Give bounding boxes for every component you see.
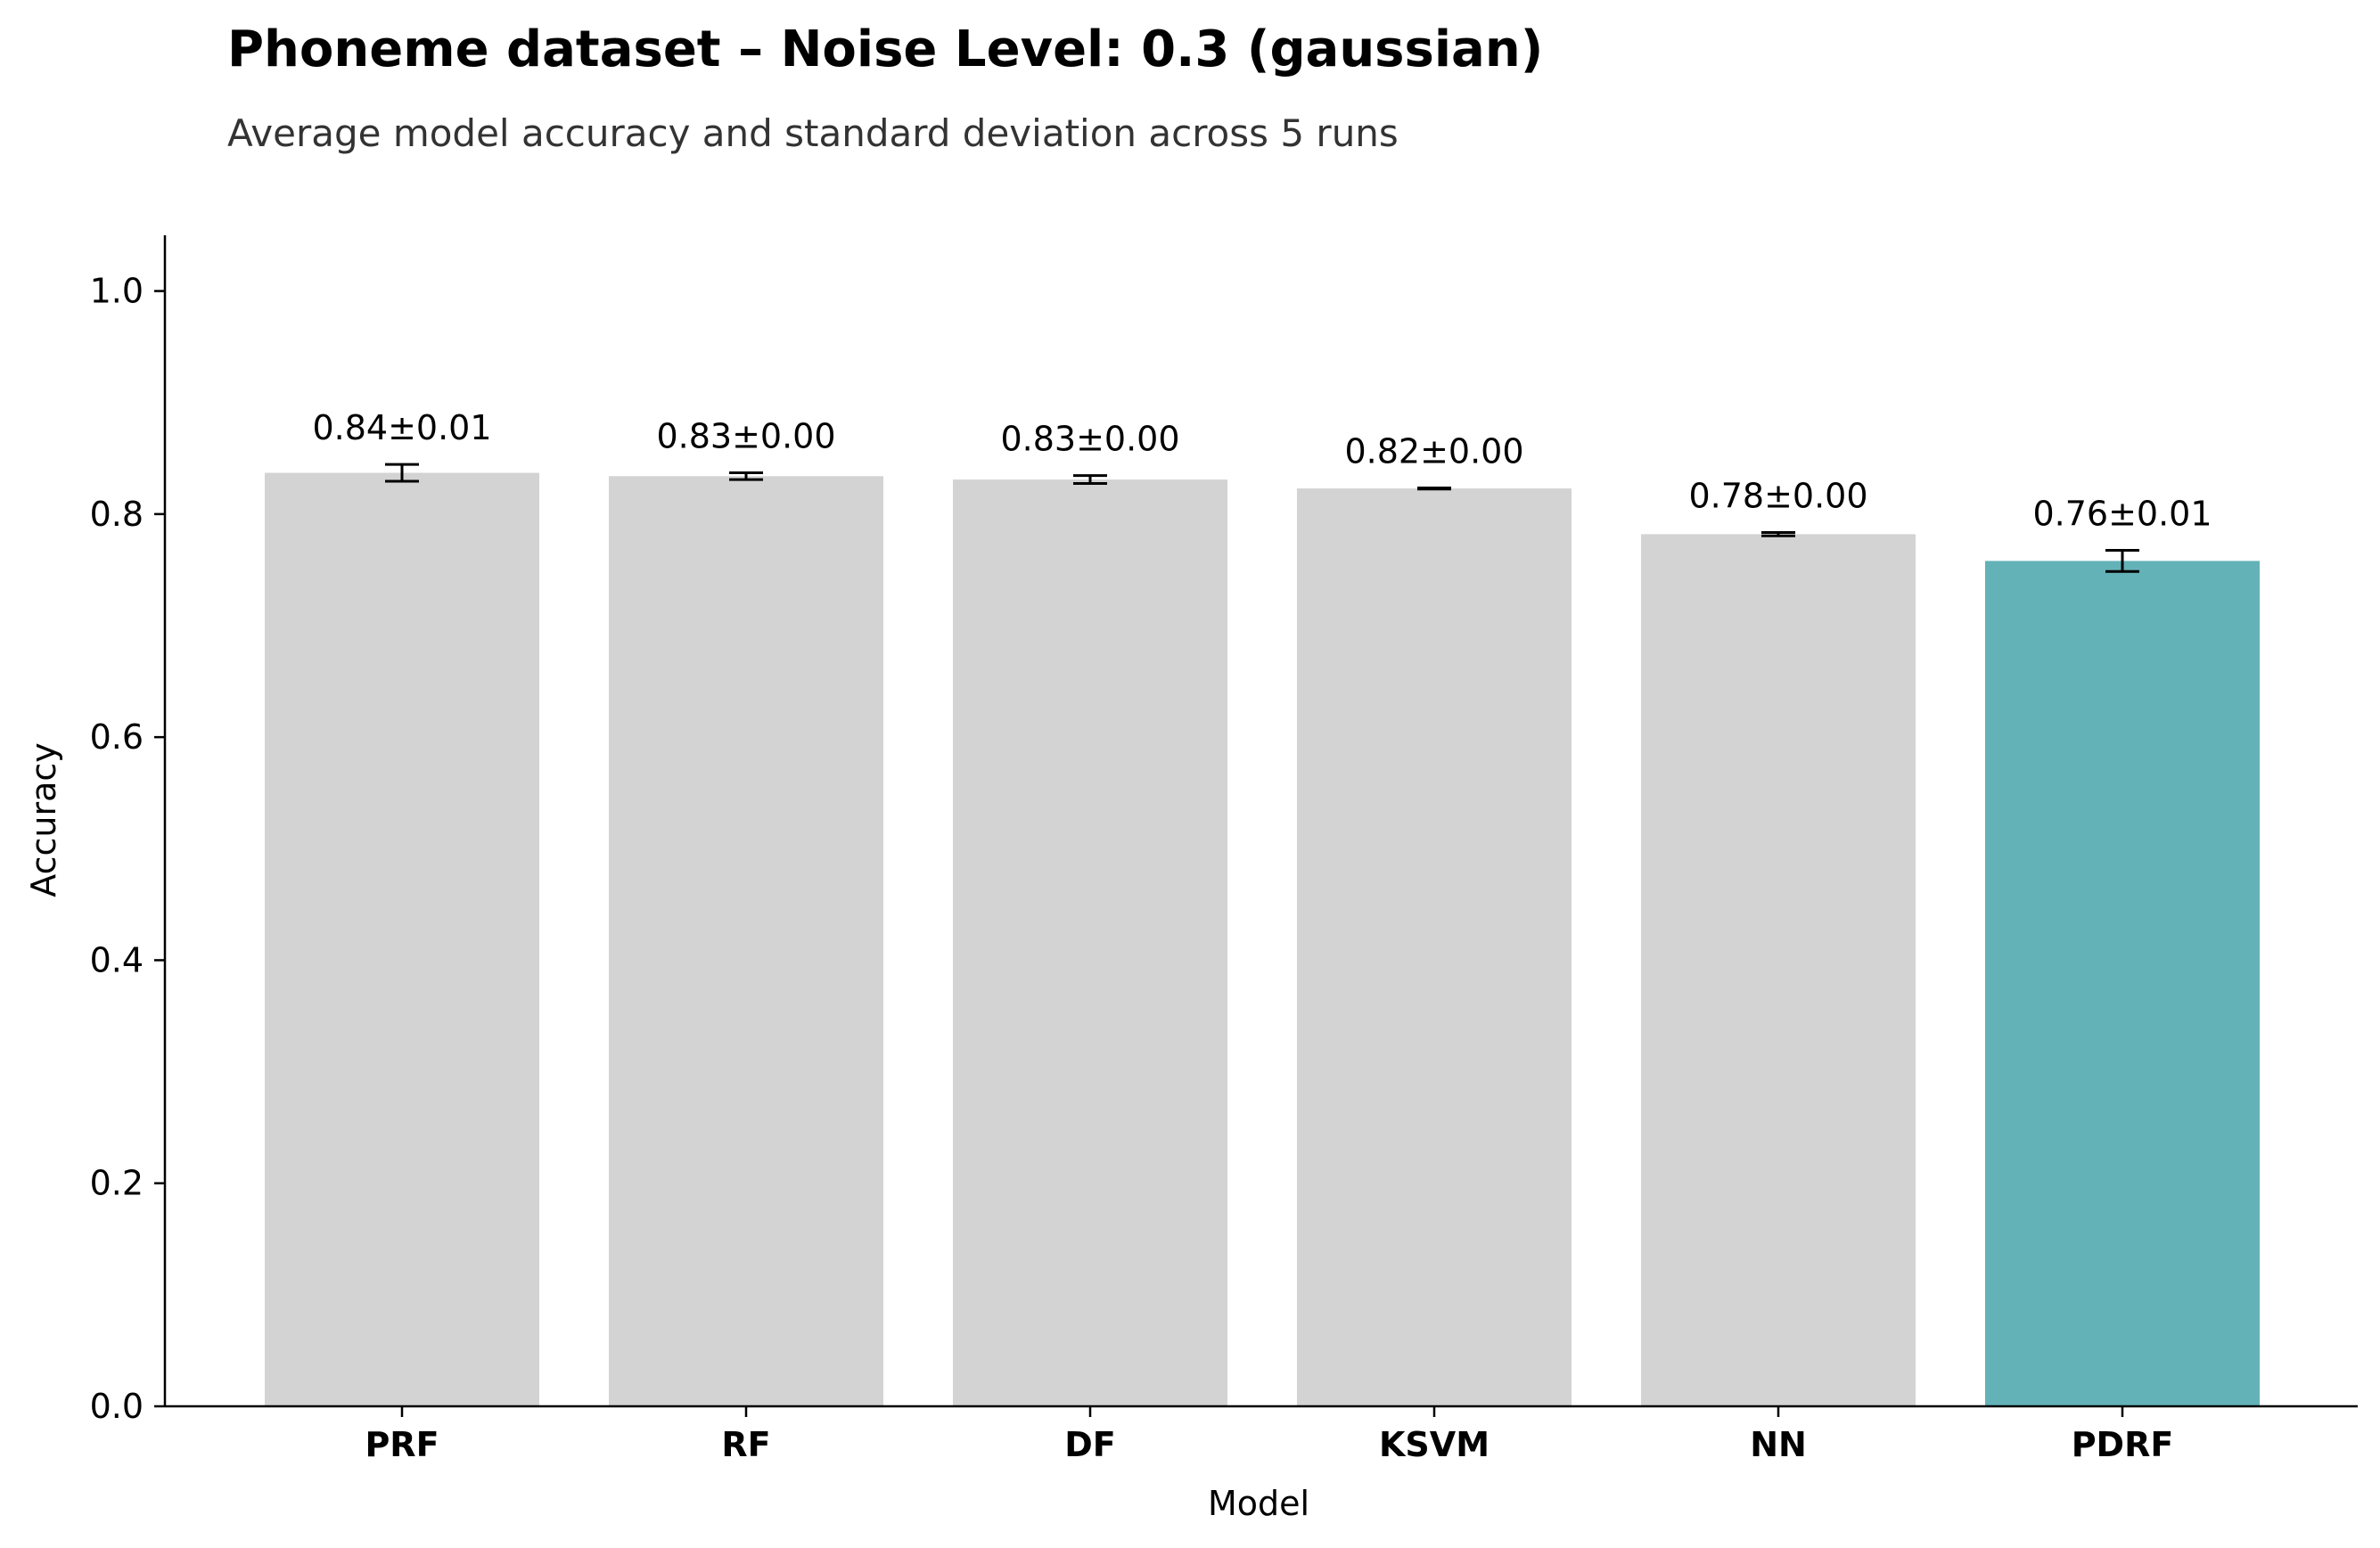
y-tick-label: 0.6 — [90, 717, 144, 757]
data-label-ksvm: 0.82±0.00 — [1344, 431, 1523, 471]
data-label-rf: 0.83±0.00 — [656, 417, 835, 456]
error-bars-group — [385, 463, 2139, 573]
chart-subtitle: Average model accuracy and standard devi… — [227, 111, 1399, 155]
bar-df — [953, 479, 1227, 1406]
x-axis-label: Model — [1208, 1484, 1309, 1523]
bar-pdrf — [1985, 561, 2260, 1406]
data-label-nn: 0.78±0.00 — [1688, 477, 1867, 516]
error-bar-pdrf — [2105, 549, 2139, 573]
y-tick-label: 0.8 — [90, 495, 144, 534]
data-label-pdrf: 0.76±0.01 — [2032, 495, 2212, 534]
x-tick-label-ksvm: KSVM — [1379, 1425, 1490, 1464]
bar-ksvm — [1297, 488, 1572, 1407]
error-bar-ksvm — [1417, 486, 1451, 491]
bar-nn — [1641, 534, 1916, 1406]
data-label-prf: 0.84±0.01 — [312, 408, 491, 447]
data-labels-group: 0.84±0.01 0.83±0.00 0.83±0.00 0.82±0.00 0.78… — [312, 408, 2212, 533]
data-label-df: 0.83±0.00 — [1000, 420, 1179, 459]
error-bar-rf — [729, 471, 763, 481]
error-bar-nn — [1761, 531, 1795, 537]
bar-rf — [609, 476, 883, 1406]
x-tick-label-nn: NN — [1750, 1425, 1807, 1464]
error-bar-df — [1073, 474, 1107, 485]
bar-prf — [265, 472, 539, 1407]
x-tick-label-pdrf: PDRF — [2072, 1425, 2174, 1464]
x-tick-label-rf: RF — [721, 1425, 770, 1464]
bars-group — [265, 472, 2260, 1407]
axes-group: PRF RF DF KSVM NN PDRF 0.0 0.2 0.4 0.6 0.8 1.0 — [90, 235, 2358, 1464]
chart-title: Phoneme dataset – Noise Level: 0.3 (gaus… — [227, 20, 1543, 78]
error-bar-prf — [385, 463, 419, 483]
x-tick-label-df: DF — [1064, 1425, 1116, 1464]
x-tick-label-prf: PRF — [365, 1425, 439, 1464]
y-tick-label: 0.0 — [90, 1387, 144, 1426]
y-tick-label: 0.2 — [90, 1164, 144, 1203]
y-tick-label: 1.0 — [90, 272, 144, 311]
y-tick-label: 0.4 — [90, 940, 144, 979]
y-axis-label: Accuracy — [24, 742, 63, 897]
